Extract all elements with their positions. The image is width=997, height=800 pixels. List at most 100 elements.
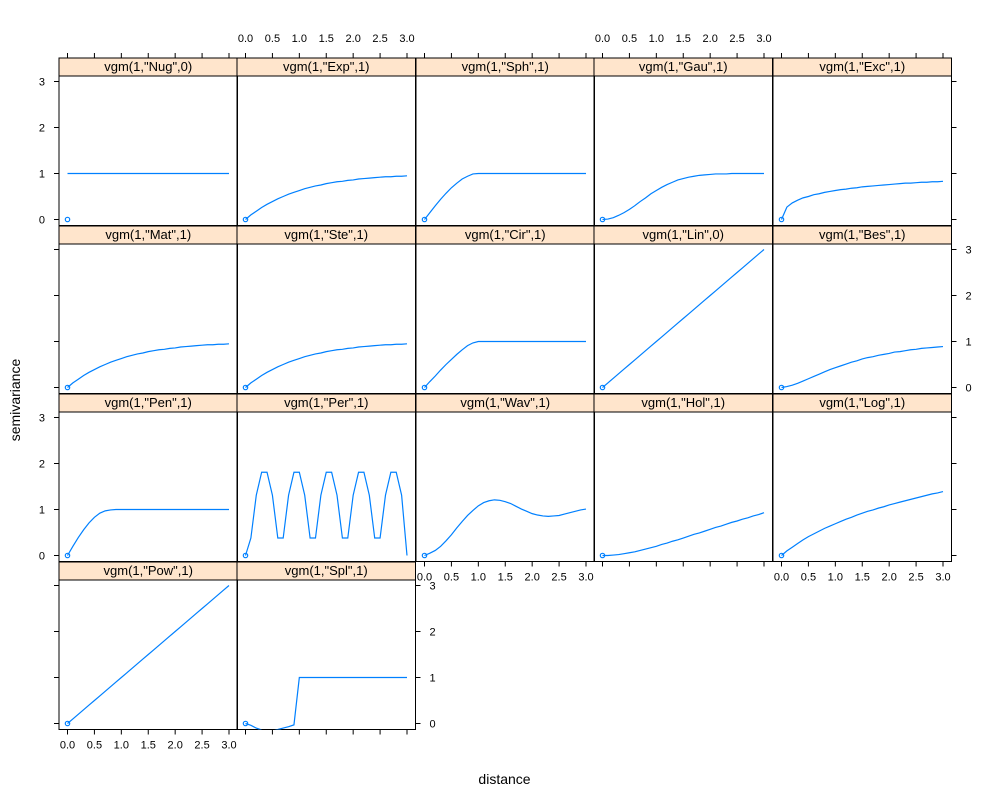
x-tick-label: 0.5 xyxy=(801,572,816,584)
x-tick-label: 1.0 xyxy=(828,572,843,584)
y-tick-label: 2 xyxy=(39,123,45,135)
panel-title: vgm(1,"Ste",1) xyxy=(284,227,368,242)
panel-title: vgm(1,"Pen",1) xyxy=(105,395,192,410)
x-tick-label: 1.0 xyxy=(114,740,129,752)
x-tick-label: 2.0 xyxy=(346,33,361,45)
x-tick-label: 2.5 xyxy=(729,33,744,45)
panel-title: vgm(1,"Per",1) xyxy=(284,395,368,410)
x-tick-label: 2.0 xyxy=(882,572,897,584)
x-tick-label: 0.0 xyxy=(60,740,75,752)
panel: vgm(1,"Exc",1) xyxy=(772,53,957,226)
data-point xyxy=(64,720,71,727)
panel-title: vgm(1,"Gau",1) xyxy=(639,59,728,74)
panel: vgm(1,"Pow",1) 0.0 0.5 1.0 1.5 2.0 2.5 3.0 xyxy=(54,561,238,752)
panel: vgm(1,"Ste",1) xyxy=(236,225,416,394)
series-line xyxy=(244,471,408,556)
panel: vgm(1,"Pen",1) 0 1 2 3 xyxy=(39,393,238,563)
x-tick-label: 2.0 xyxy=(168,740,183,752)
data-point xyxy=(242,552,249,559)
x-tick-label: 1.5 xyxy=(498,572,513,584)
x-tick-label: 1.0 xyxy=(471,572,486,584)
panel-frame xyxy=(58,411,238,562)
x-tick-label: 2.0 xyxy=(525,572,540,584)
data-point xyxy=(64,216,71,223)
data-point xyxy=(778,552,785,559)
x-tick-label: 0.0 xyxy=(595,33,610,45)
y-tick-label: 2 xyxy=(430,627,436,639)
series-line xyxy=(66,508,229,556)
data-point xyxy=(242,720,249,727)
x-tick-label: 1.5 xyxy=(319,33,334,45)
data-point xyxy=(421,384,428,391)
x-tick-label: 3.0 xyxy=(756,33,771,45)
panel-title: vgm(1,"Spl",1) xyxy=(285,563,368,578)
y-tick-label: 1 xyxy=(966,337,972,349)
x-tick-label: 1.5 xyxy=(855,572,870,584)
x-axis-title: distance xyxy=(478,771,530,787)
series-line xyxy=(424,340,586,388)
x-tick-label: 0.5 xyxy=(87,740,102,752)
x-tick-label: 2.5 xyxy=(908,572,923,584)
panel-title: vgm(1,"Bes",1) xyxy=(819,227,906,242)
panel-frame xyxy=(772,411,952,562)
y-tick-label: 0 xyxy=(966,383,972,395)
panel: vgm(1,"Cir",1) xyxy=(415,225,595,394)
y-tick-label: 1 xyxy=(39,505,45,517)
x-tick-label: 2.5 xyxy=(372,33,387,45)
panel-frame xyxy=(772,75,952,226)
series-line xyxy=(245,343,408,388)
panel-frame xyxy=(415,75,595,226)
panel-frame xyxy=(58,75,238,226)
panel-title: vgm(1,"Nug",0) xyxy=(104,59,192,74)
data-point xyxy=(242,216,249,223)
data-point xyxy=(421,552,428,559)
panel-frame xyxy=(58,243,238,394)
panel: vgm(1,"Log",1) 0.0 0.5 1.0 1.5 2.0 2.5 3.0 xyxy=(772,393,957,584)
y-tick-label: 3 xyxy=(39,413,45,425)
panel-title: vgm(1,"Exc",1) xyxy=(819,59,905,74)
x-tick-label: 0.0 xyxy=(417,572,432,584)
y-tick-label: 1 xyxy=(39,169,45,181)
panel-title: vgm(1,"Cir",1) xyxy=(465,227,546,242)
panel-frame xyxy=(772,243,952,394)
panel-frame xyxy=(593,75,773,226)
panel-frame xyxy=(415,243,595,394)
panel-frame xyxy=(236,75,416,226)
panel-title: vgm(1,"Sph",1) xyxy=(462,59,549,74)
y-tick-label: 0 xyxy=(39,551,45,563)
data-point xyxy=(778,384,785,391)
panel-frame xyxy=(236,411,416,562)
panel-title: vgm(1,"Wav",1) xyxy=(460,395,550,410)
x-tick-label: 2.0 xyxy=(703,33,718,45)
panel-title: vgm(1,"Lin",0) xyxy=(643,227,724,242)
x-tick-label: 3.0 xyxy=(578,572,593,584)
series-line xyxy=(602,249,765,388)
x-tick-label: 1.5 xyxy=(141,740,156,752)
series-line xyxy=(67,343,230,388)
y-tick-label: 1 xyxy=(430,673,436,685)
panel-title: vgm(1,"Mat",1) xyxy=(105,227,191,242)
panel-title: vgm(1,"Log",1) xyxy=(819,395,905,410)
x-tick-label: 0.0 xyxy=(238,33,253,45)
data-point xyxy=(599,216,606,223)
x-tick-label: 1.0 xyxy=(292,33,307,45)
panel: vgm(1,"Sph",1) xyxy=(415,53,595,226)
panel: vgm(1,"Mat",1) xyxy=(54,225,238,394)
series-line xyxy=(424,499,587,557)
series-line xyxy=(602,172,764,221)
panel: vgm(1,"Gau",1) 0.0 0.5 1.0 1.5 2.0 2.5 3.0 xyxy=(593,33,773,226)
x-tick-label: 2.5 xyxy=(551,572,566,584)
y-tick-label: 0 xyxy=(430,719,436,731)
panels-layer: vgm(1,"Nug",0) 0 1 2 3 vgm(1,"Exp",1) 0.0 0.5 1.… xyxy=(39,33,972,752)
panel: vgm(1,"Nug",0) 0 1 2 3 xyxy=(39,53,238,227)
panel: vgm(1,"Hol",1) xyxy=(593,393,773,567)
y-tick-label: 2 xyxy=(39,459,45,471)
series-line xyxy=(424,172,586,220)
data-point xyxy=(778,216,785,223)
panel: vgm(1,"Wav",1) 0.0 0.5 1.0 1.5 2.0 2.5 3.0 xyxy=(415,393,595,584)
data-point xyxy=(64,384,71,391)
x-tick-label: 0.5 xyxy=(622,33,637,45)
x-tick-label: 3.0 xyxy=(935,572,950,584)
panel: vgm(1,"Per",1) xyxy=(236,393,416,562)
